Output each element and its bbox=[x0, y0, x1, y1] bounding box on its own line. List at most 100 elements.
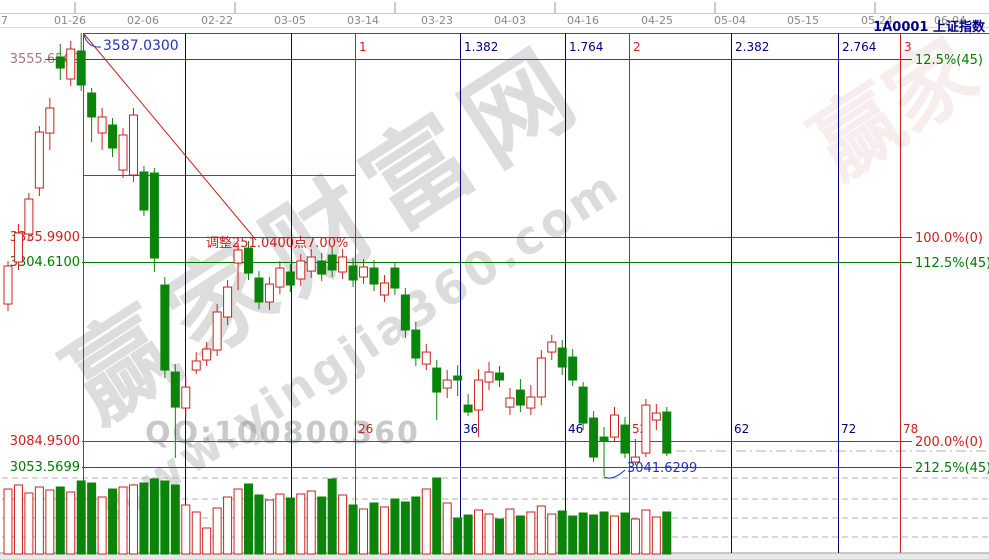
candle-body bbox=[400, 294, 410, 331]
candle-body bbox=[515, 389, 525, 406]
candle-body bbox=[547, 341, 557, 353]
date-label: 03-05 bbox=[274, 14, 306, 27]
volume-bar bbox=[599, 511, 609, 555]
volume-bar bbox=[223, 496, 233, 555]
volume-bar bbox=[285, 497, 295, 555]
date-label: 06-04 bbox=[934, 14, 966, 27]
volume-bar bbox=[610, 515, 620, 555]
chart-text: 46 bbox=[568, 422, 583, 436]
price-axis-label: 3053.5699 bbox=[9, 459, 80, 475]
volume-bar bbox=[306, 490, 316, 555]
volume-bar bbox=[484, 513, 494, 555]
volume-bar bbox=[13, 484, 23, 555]
volume-bar bbox=[651, 516, 661, 555]
volume-bar bbox=[515, 515, 525, 555]
candle-body bbox=[453, 375, 463, 381]
candle-body bbox=[87, 92, 97, 118]
volume-bar bbox=[662, 511, 672, 555]
low-pointer-curve bbox=[603, 469, 626, 479]
volume-bar bbox=[191, 511, 201, 555]
candle-body bbox=[244, 247, 254, 274]
percent-level-label: 100.0%(0) bbox=[915, 230, 983, 246]
candle-body bbox=[338, 256, 348, 273]
candle-body bbox=[160, 284, 170, 371]
volume-bar bbox=[400, 501, 410, 555]
candle-body bbox=[296, 260, 306, 280]
candle-body bbox=[13, 232, 23, 263]
volume-bar bbox=[149, 478, 159, 555]
candle-body bbox=[306, 256, 316, 272]
candle-body bbox=[149, 172, 159, 259]
volume-bar bbox=[139, 482, 149, 555]
volume-bar bbox=[338, 494, 348, 555]
candle-body bbox=[97, 116, 107, 134]
volume-bar bbox=[494, 518, 504, 555]
date-label: 04-16 bbox=[567, 14, 599, 27]
candle-body bbox=[568, 356, 578, 381]
candle-body bbox=[45, 107, 55, 134]
chart-text: 2.382 bbox=[735, 40, 769, 54]
candle-body bbox=[55, 56, 65, 69]
percent-level-label: 200.0%(0) bbox=[915, 434, 983, 450]
candle-body bbox=[557, 347, 567, 368]
date-label: 04-25 bbox=[641, 14, 673, 27]
chart-text: 2 bbox=[633, 40, 641, 54]
volume-bar bbox=[536, 505, 546, 555]
candle-body bbox=[390, 267, 400, 289]
date-label: 03-23 bbox=[421, 14, 453, 27]
price-axis-label: 3304.6100 bbox=[9, 254, 80, 270]
chart-text: 62 bbox=[734, 422, 749, 436]
chart-text: 1 bbox=[359, 40, 367, 54]
volume-bar bbox=[411, 496, 421, 555]
volume-bar bbox=[233, 488, 243, 555]
date-label: 7 bbox=[1, 14, 8, 27]
chart-text: 1.764 bbox=[569, 40, 603, 54]
bottom-strip bbox=[0, 553, 989, 559]
candle-body bbox=[411, 329, 421, 359]
chart-text: 78 bbox=[903, 422, 918, 436]
volume-bar bbox=[630, 518, 640, 555]
candle-body bbox=[630, 456, 640, 463]
volume-bar bbox=[620, 512, 630, 555]
candle-body bbox=[536, 357, 546, 398]
date-axis[interactable]: 7 01-26 02-06 02-22 03-05 03-14 03-23 04-03 04-1… bbox=[0, 0, 989, 28]
volume-bar bbox=[66, 491, 76, 555]
candle-body bbox=[233, 249, 243, 264]
volume-bar bbox=[76, 480, 86, 555]
volume-bar bbox=[181, 504, 191, 555]
price-axis-label: 3084.9500 bbox=[9, 433, 80, 449]
volume-bar bbox=[379, 506, 389, 555]
candle-body bbox=[34, 131, 44, 189]
candle-body bbox=[118, 134, 128, 171]
candle-body bbox=[662, 411, 672, 454]
volume-bar bbox=[244, 483, 254, 555]
retracement-label: 调整251.0400点7.00% bbox=[206, 236, 349, 251]
volume-bar bbox=[390, 498, 400, 555]
peak-pointer-curve bbox=[83, 34, 102, 48]
date-label: 05-24 bbox=[861, 14, 893, 27]
candle-body bbox=[421, 351, 431, 365]
candle-body bbox=[369, 267, 379, 285]
candle-body bbox=[505, 397, 515, 408]
volume-bar bbox=[202, 527, 212, 555]
trend-line bbox=[83, 33, 257, 241]
volume-bar bbox=[369, 502, 379, 555]
volume-bar bbox=[212, 507, 222, 555]
date-label: 03-14 bbox=[347, 14, 379, 27]
candle-body bbox=[432, 367, 442, 393]
candle-body bbox=[494, 372, 504, 381]
candle-body bbox=[128, 114, 138, 176]
volume-bar bbox=[45, 489, 55, 555]
volume-bar bbox=[547, 513, 557, 555]
candle-body bbox=[202, 348, 212, 361]
volume-bar bbox=[97, 496, 107, 555]
candle-body bbox=[327, 254, 337, 271]
volume-bar bbox=[327, 478, 337, 555]
candle-body bbox=[254, 277, 264, 303]
volume-bar bbox=[463, 514, 473, 555]
candle-body bbox=[24, 198, 34, 235]
candle-body bbox=[212, 311, 222, 351]
volume-bar bbox=[557, 510, 567, 555]
